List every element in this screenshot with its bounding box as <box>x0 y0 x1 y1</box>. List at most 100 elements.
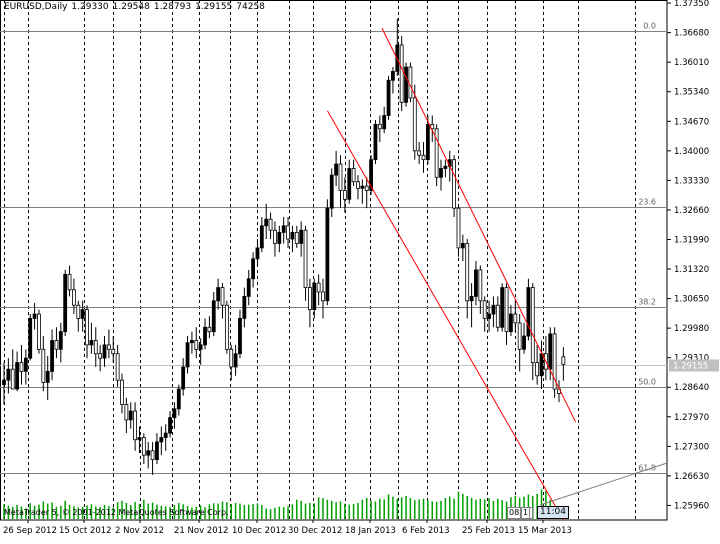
candle-bear <box>268 218 273 231</box>
time-tick-label: 18 Jan 2013 <box>345 526 396 536</box>
candle-bear <box>41 348 46 383</box>
candle-bull <box>211 300 216 333</box>
candle-bull <box>216 287 221 302</box>
symbol-info-line: EURUSD,Daily 1.29330 1.29548 1.28793 1.29155… <box>4 2 269 12</box>
candle-bull <box>146 450 151 456</box>
price-tick-label: 1.27970 <box>674 413 709 423</box>
candle-bull <box>259 225 264 249</box>
candle-bear <box>342 190 347 200</box>
copyright-text: MetaTrader 5, © 2001-2012 MetaQuotes Sof… <box>4 508 229 517</box>
candle-bear <box>72 289 76 306</box>
price-tick-label: 1.29310 <box>674 354 709 364</box>
price-tick-label: 1.30650 <box>674 295 709 305</box>
candle-bear <box>85 309 89 346</box>
candle-bull <box>255 247 260 260</box>
time-flag: 11:04 <box>537 506 569 519</box>
time-tick-label: 10 Dec 2012 <box>232 526 286 536</box>
fibo-trend-line <box>539 462 668 506</box>
candle-bear <box>19 362 24 372</box>
candle-bear <box>37 313 41 350</box>
candle-bull <box>159 437 164 443</box>
candle-bull <box>404 66 408 103</box>
mini-button-blank[interactable] <box>529 507 533 519</box>
candle-bull <box>23 357 28 372</box>
candle-bull <box>469 295 474 302</box>
candle-bull <box>373 123 378 161</box>
candle-bull <box>137 437 142 441</box>
candle-bull <box>45 370 50 383</box>
candle-bear <box>67 273 72 291</box>
candle-bull <box>2 379 6 385</box>
price-tick-label: 1.36010 <box>674 58 709 68</box>
candle-bull <box>334 163 339 176</box>
candle-bear <box>120 379 124 405</box>
candle-bull <box>172 408 177 419</box>
channel-line-upper <box>381 28 577 423</box>
mini-button-08[interactable]: 08 <box>507 507 522 519</box>
low-value: 1.28793 <box>153 2 192 12</box>
candle-bull <box>329 174 334 209</box>
candle-bear <box>495 304 500 328</box>
candle-bull <box>439 168 443 178</box>
price-tick-label: 1.31990 <box>674 235 709 245</box>
candle-bear <box>194 340 199 350</box>
fibo-level-label: 61.8 <box>638 464 656 473</box>
candle-bear <box>465 243 470 302</box>
candle-bear <box>535 362 540 377</box>
candle-bear <box>452 159 457 209</box>
candle-bear <box>115 353 120 381</box>
candle-bull <box>509 313 513 333</box>
candle-bear <box>93 340 98 355</box>
candle-bull <box>443 165 448 169</box>
candle-bull <box>63 273 68 333</box>
price-tick-label: 1.34000 <box>674 147 709 157</box>
candle-bear <box>294 232 299 244</box>
candle-bear <box>412 97 417 152</box>
candle-bear <box>133 410 138 441</box>
volume-value: 74258 <box>236 2 265 12</box>
candle-bear <box>356 181 360 189</box>
candle-bear <box>456 207 461 249</box>
time-tick-label: 26 Sep 2012 <box>3 526 57 536</box>
candle-bear <box>303 229 308 288</box>
candle-bear <box>207 326 212 333</box>
candle-bull <box>128 410 133 421</box>
candle-bull <box>290 232 295 240</box>
candle-bear <box>124 404 129 421</box>
candle-bull <box>190 340 194 344</box>
candle-bull <box>102 344 107 359</box>
candle-bull <box>369 159 373 191</box>
candle-bull <box>80 309 85 319</box>
price-tick-label: 1.33330 <box>674 176 709 186</box>
candle-bull <box>242 295 247 319</box>
fibo-level-label: 38.2 <box>638 298 656 307</box>
candle-bear <box>54 340 59 350</box>
time-tick-label: 15 Mar 2013 <box>518 526 572 536</box>
candle-bull <box>526 287 531 337</box>
candle-bull <box>163 432 168 438</box>
candle-bull <box>460 243 465 249</box>
candle-bull <box>548 333 553 370</box>
candle-bull <box>491 304 496 315</box>
candle-bear <box>10 368 15 390</box>
close-value: 1.29155 <box>195 2 233 12</box>
current-price-box <box>669 359 719 372</box>
candle-bear <box>421 154 426 161</box>
candle-bull <box>28 318 33 359</box>
candle-bull <box>382 115 387 130</box>
candle-bull <box>277 232 282 244</box>
price-tick-label: 1.26630 <box>674 472 709 482</box>
candle-bull <box>203 326 207 346</box>
candle-bear <box>224 304 229 350</box>
candle-bear <box>141 437 146 456</box>
candle-bear <box>513 313 518 324</box>
candle-bull <box>155 441 159 460</box>
fibo-level-label: 23.6 <box>638 198 656 207</box>
chart-frame <box>0 0 668 521</box>
candle-bear <box>417 150 422 156</box>
candle-bear <box>321 291 325 302</box>
candle-bear <box>338 163 343 191</box>
price-tick-label: 1.35340 <box>674 88 709 98</box>
